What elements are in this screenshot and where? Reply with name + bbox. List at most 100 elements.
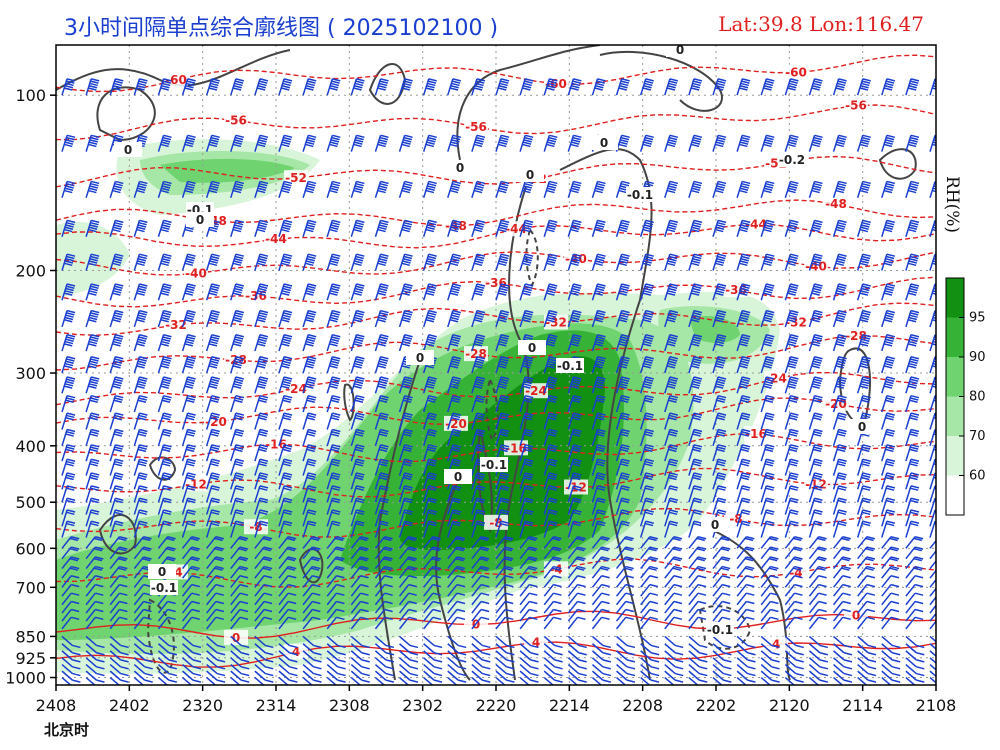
wind-barb <box>471 575 490 588</box>
wind-barb <box>615 608 634 622</box>
wind-barb <box>688 676 699 685</box>
wind-barb <box>832 565 851 579</box>
wind-barb <box>567 394 582 413</box>
wind-barb <box>760 355 775 374</box>
wind-barb <box>230 643 250 656</box>
wind-barb <box>133 650 153 663</box>
wind-barb <box>302 600 321 614</box>
wind-barb <box>398 78 413 96</box>
wind-barb <box>688 78 703 96</box>
wind-barb <box>495 670 515 683</box>
wind-barb <box>61 600 80 614</box>
wind-barb <box>61 253 76 271</box>
wind-barb <box>519 283 534 301</box>
wind-barb <box>881 536 900 549</box>
omega-label-bg <box>778 152 806 167</box>
wind-barb <box>471 600 490 614</box>
wind-barb <box>567 497 582 515</box>
wind-barb <box>736 608 755 622</box>
wind-barb <box>109 583 128 597</box>
wind-barb <box>688 600 707 614</box>
wind-barb <box>374 458 389 476</box>
wind-barb <box>350 219 365 237</box>
wind-barb <box>254 472 269 490</box>
wind-barb <box>519 650 539 663</box>
isotherm-label-bg <box>764 370 788 386</box>
wind-barb <box>398 394 413 413</box>
wind-barb <box>85 592 104 606</box>
wind-barb <box>519 592 538 606</box>
wind-barb <box>833 663 853 677</box>
wind-barb <box>567 253 582 271</box>
colorbar-tick-label: 95 <box>969 311 986 326</box>
wind-barb <box>85 556 104 570</box>
wind-barb <box>760 219 775 237</box>
wind-barb <box>399 663 419 677</box>
wind-barb <box>398 616 417 630</box>
wind-barb <box>905 556 924 570</box>
wind-barb <box>639 355 654 374</box>
wind-barb <box>591 592 610 606</box>
wind-barb <box>350 509 365 527</box>
wind-barb <box>543 472 558 490</box>
wind-barb <box>447 657 467 670</box>
wind-barb <box>206 670 226 683</box>
wind-barb <box>181 592 200 606</box>
wind-barb <box>230 509 245 527</box>
wind-barb <box>205 412 220 430</box>
wind-barb <box>181 78 196 96</box>
wind-barb <box>109 657 129 670</box>
omega-contour-8 <box>435 475 471 681</box>
wind-barb <box>615 444 630 462</box>
wind-barb <box>157 635 178 649</box>
wind-barb <box>881 600 900 614</box>
wind-barb <box>181 608 200 622</box>
wind-barb <box>326 575 345 588</box>
wind-barb <box>61 444 76 462</box>
wind-barb <box>881 565 900 579</box>
wind-barb <box>423 650 443 663</box>
wind-barb <box>760 394 775 413</box>
wind-barb <box>471 608 490 622</box>
wind-barb <box>254 485 269 503</box>
wind-barb <box>495 485 510 503</box>
wind-barb <box>326 394 341 413</box>
wind-barb <box>471 643 491 656</box>
wind-barb <box>254 565 273 579</box>
wind-barb <box>302 283 317 301</box>
wind-barb <box>471 583 490 597</box>
wind-barb <box>784 575 803 588</box>
wind-barb <box>688 458 703 476</box>
wind-barb <box>591 309 606 328</box>
wind-barb <box>495 180 510 198</box>
wind-barb <box>808 635 829 649</box>
wind-barb <box>905 608 924 622</box>
wind-barb <box>398 428 413 447</box>
wind-barb <box>157 608 176 622</box>
wind-barb <box>832 616 851 630</box>
wind-barb <box>422 134 437 152</box>
wind-barb <box>664 509 679 527</box>
wind-barb <box>712 428 727 447</box>
wind-barb <box>736 509 751 527</box>
wind-barb <box>519 412 534 430</box>
wind-barb <box>182 657 202 670</box>
wind-barb <box>905 412 920 430</box>
wind-barb <box>447 412 462 430</box>
wind-barb <box>760 412 775 430</box>
wind-barb <box>133 219 148 237</box>
wind-barb <box>664 497 679 515</box>
wind-barb <box>567 520 582 538</box>
wind-barb <box>398 485 413 503</box>
wind-barb <box>181 180 196 198</box>
isotherm-label: -12 <box>185 477 207 491</box>
wind-barb <box>760 428 775 447</box>
wind-barb <box>422 509 437 527</box>
wind-barb <box>856 134 871 152</box>
wind-barb <box>519 616 538 630</box>
wind-barb <box>278 333 293 352</box>
wind-barb <box>857 546 876 560</box>
wind-barb <box>543 412 558 430</box>
wind-barb <box>856 394 871 413</box>
wind-barb <box>832 520 847 538</box>
